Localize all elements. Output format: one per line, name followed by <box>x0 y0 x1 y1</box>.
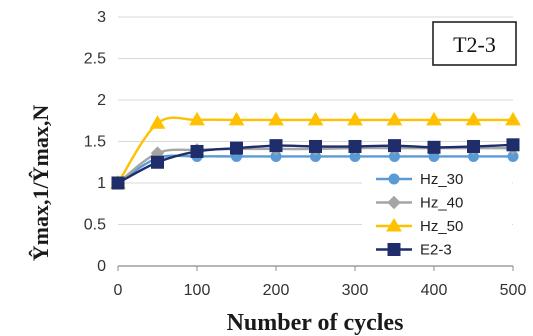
legend-label: Hz_40 <box>420 195 463 212</box>
y-tick-label: 2.5 <box>84 51 106 68</box>
x-axis-label: Number of cycles <box>227 310 404 336</box>
y-tick-label: 1 <box>97 175 106 192</box>
x-axis-ticks: 0 100 200 300 400 500 <box>114 266 527 299</box>
data-point-e2-3 <box>190 144 204 158</box>
data-point-hz-50 <box>386 111 403 126</box>
series-e2-3 <box>111 138 520 190</box>
data-point-hz-50 <box>189 111 205 126</box>
data-point-e2-3 <box>348 139 362 153</box>
plot-area <box>110 111 521 190</box>
data-point-hz-50 <box>149 115 166 129</box>
chart-tag-box <box>432 21 517 66</box>
legend-background <box>362 166 512 264</box>
data-point-e2-3 <box>269 139 283 153</box>
y-tick-label: 2 <box>97 92 106 109</box>
data-point-hz-50 <box>307 111 324 126</box>
legend-marker <box>388 173 400 185</box>
legend: Hz_30 Hz_40 Hz_50 E2-3 <box>362 166 512 264</box>
x-tick-label: 500 <box>500 282 527 299</box>
data-point-e2-3 <box>309 139 322 153</box>
data-point-e2-3 <box>151 155 164 169</box>
data-point-hz-50 <box>505 111 521 126</box>
y-axis-label: Ŷmax,1/Ŷmax,N <box>28 105 53 262</box>
data-point-e2-3 <box>230 141 243 155</box>
y-tick-label: 0 <box>97 258 106 275</box>
data-point-hz-50 <box>268 111 284 126</box>
data-point-hz-50 <box>465 111 482 126</box>
y-axis-ticks: 0 0.5 1 1.5 2 2.5 3 <box>84 9 106 275</box>
x-tick-label: 100 <box>184 282 211 299</box>
x-tick-label: 300 <box>342 282 369 299</box>
legend-item-hz-40: Hz_40 <box>376 195 463 212</box>
data-point-e2-3 <box>111 176 125 190</box>
data-point-e2-3 <box>506 138 520 152</box>
legend-item-hz-30: Hz_30 <box>376 171 463 188</box>
legend-marker <box>387 243 401 256</box>
data-point-e2-3 <box>427 140 441 154</box>
chart-tag: T2-3 <box>432 21 517 66</box>
legend-marker <box>386 218 402 232</box>
data-point-e2-3 <box>467 139 480 153</box>
legend-label: Hz_50 <box>420 218 463 235</box>
legend-label: Hz_30 <box>420 171 463 188</box>
y-tick-label: 0.5 <box>84 217 106 234</box>
legend-label: E2-3 <box>420 242 452 259</box>
legend-marker <box>387 195 401 210</box>
legend-item-hz-50: Hz_50 <box>376 218 463 235</box>
chart-tag-text: T2-3 <box>453 32 496 57</box>
x-tick-label: 400 <box>421 282 448 299</box>
data-point-hz-50 <box>347 111 363 126</box>
data-point-hz-50 <box>426 111 442 126</box>
data-point-e2-3 <box>388 139 401 153</box>
y-tick-label: 1.5 <box>84 134 106 151</box>
x-tick-label: 200 <box>263 282 290 299</box>
y-tick-label: 3 <box>97 9 106 26</box>
x-tick-label: 0 <box>114 282 123 299</box>
data-point-hz-50 <box>228 111 245 126</box>
legend-item-e2-3: E2-3 <box>376 242 452 259</box>
